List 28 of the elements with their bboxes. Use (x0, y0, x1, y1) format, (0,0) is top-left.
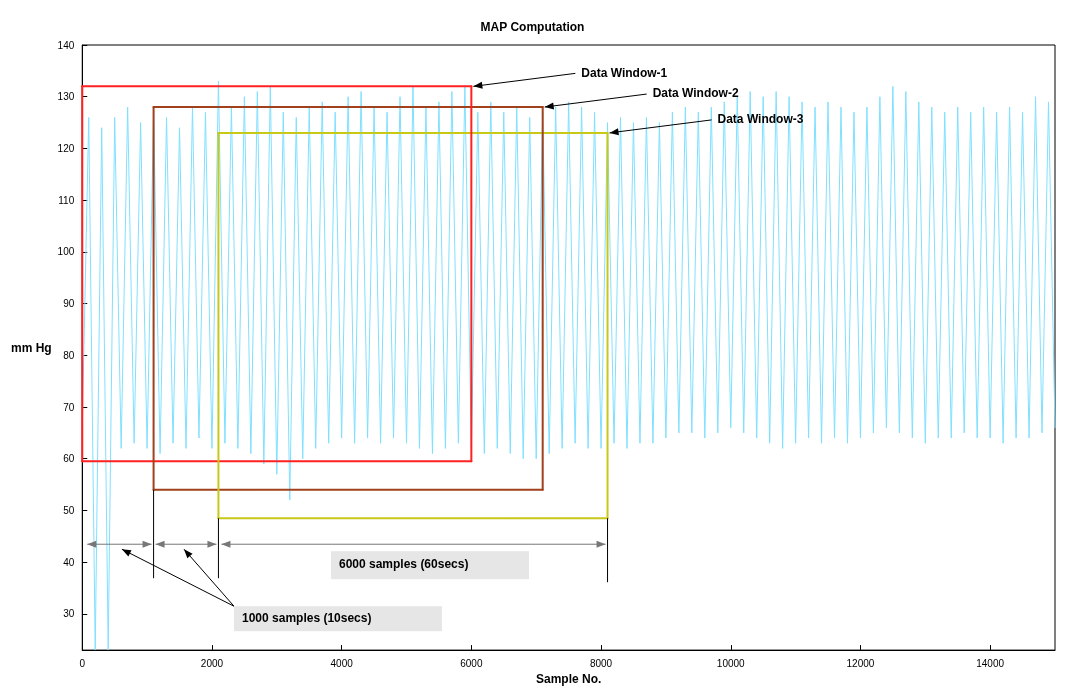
y-tick-label: 140 (57, 39, 75, 51)
annotation: Data Window-3 (717, 112, 804, 127)
x-axis-title: Sample No. (535, 672, 602, 686)
y-tick-label: 50 (63, 504, 75, 516)
y-tick-label: 110 (58, 194, 75, 206)
y-axis-title: mm Hg (11, 340, 52, 355)
y-tick-label: 70 (63, 401, 75, 413)
x-tick-label: 4000 (330, 657, 354, 669)
x-tick-label: 14000 (976, 657, 1005, 669)
annotation: 6000 samples (60secs) (338, 557, 469, 572)
y-tick-label: 90 (63, 298, 75, 310)
x-tick-label: 12000 (846, 657, 875, 669)
x-tick-label: 10000 (716, 657, 746, 669)
y-tick-label: 30 (63, 608, 75, 620)
y-tick-label: 100 (57, 246, 75, 258)
y-tick-label: 80 (63, 349, 75, 361)
annotation: 1000 samples (10secs) (242, 611, 372, 626)
chart-title: MAP Computation (480, 20, 585, 34)
x-tick-label: 6000 (460, 657, 483, 669)
y-tick-label: 130 (57, 91, 75, 103)
y-tick-label: 60 (63, 453, 75, 465)
y-tick-label: 120 (57, 142, 75, 154)
annotation: Data Window-2 (652, 86, 739, 101)
x-tick-label: 2000 (200, 657, 224, 669)
x-tick-label: 8000 (589, 657, 613, 669)
y-tick-label: 40 (63, 556, 75, 568)
annotation: Data Window-1 (581, 65, 668, 80)
x-tick-label: 0 (79, 657, 86, 669)
